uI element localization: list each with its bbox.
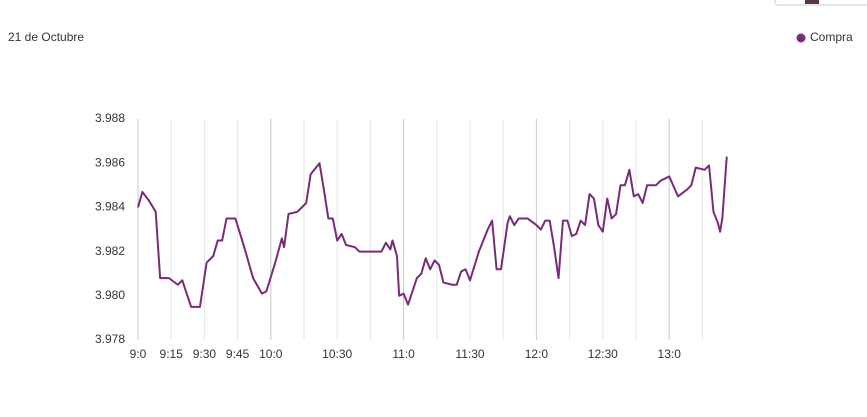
top-widget bbox=[774, 0, 867, 6]
x-tick-label: 13:0 bbox=[658, 347, 682, 361]
x-tick-label: 9:30 bbox=[193, 347, 217, 361]
top-widget-icon bbox=[805, 0, 819, 4]
legend-marker bbox=[796, 33, 806, 43]
y-tick-label: 3.982 bbox=[95, 244, 125, 258]
legend-label: Compra bbox=[810, 30, 853, 44]
x-tick-label: 10:30 bbox=[322, 347, 352, 361]
y-tick-label: 3.986 bbox=[95, 155, 125, 169]
x-tick-label: 10:0 bbox=[259, 347, 283, 361]
x-tick-label: 9:15 bbox=[160, 347, 184, 361]
x-tick-label: 12:0 bbox=[525, 347, 549, 361]
data-line bbox=[137, 156, 728, 308]
y-tick-label: 3.978 bbox=[95, 332, 125, 346]
chart-title: 21 de Octubre bbox=[8, 30, 84, 44]
y-tick-label: 3.988 bbox=[95, 111, 125, 125]
y-tick-label: 3.980 bbox=[95, 288, 125, 302]
x-tick-label: 11:30 bbox=[455, 347, 484, 361]
x-tick-label: 12:30 bbox=[588, 347, 618, 361]
y-tick-label: 3.984 bbox=[95, 200, 125, 214]
x-tick-label: 11:0 bbox=[392, 347, 415, 361]
x-tick-label: 9:0 bbox=[130, 347, 147, 361]
x-tick-label: 9:45 bbox=[226, 347, 250, 361]
